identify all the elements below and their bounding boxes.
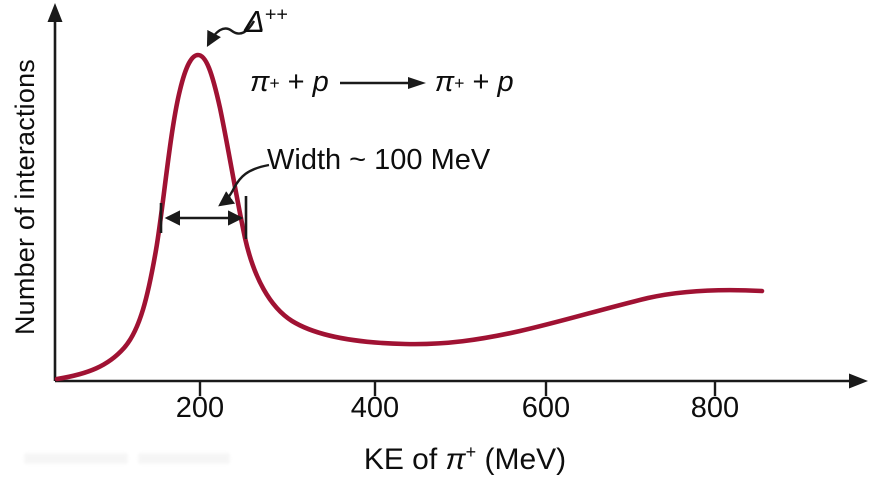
fwhm-double-arrow xyxy=(159,196,248,239)
pion-charge: + xyxy=(465,442,477,462)
pion-symbol: π xyxy=(250,66,270,98)
reaction-equation: π + + p π + + p xyxy=(250,66,514,98)
x-axis-label: KE of π+ (MeV) xyxy=(305,443,625,477)
x-tick-label-800: 800 xyxy=(690,392,740,424)
x-axis-ticks xyxy=(198,381,717,396)
y-axis-label: Number of interactions xyxy=(10,58,40,336)
x-axis-arrowhead-icon xyxy=(849,373,868,389)
x-label-suffix: (MeV) xyxy=(476,443,567,476)
x-tick-label-400: 400 xyxy=(350,392,400,424)
width-pointer-arrow xyxy=(218,163,270,207)
x-label-prefix: KE of xyxy=(363,443,446,476)
peak-particle-label: Δ++ xyxy=(244,4,288,40)
proton-symbol: p xyxy=(312,66,329,98)
faint-watermark xyxy=(24,451,236,466)
y-axis-arrowhead-icon xyxy=(47,3,63,22)
delta-symbol: Δ xyxy=(244,4,265,39)
pion-symbol: π xyxy=(434,66,455,98)
reaction-arrow-icon xyxy=(339,76,426,89)
x-tick-label-200: 200 xyxy=(175,392,225,424)
delta-pointer-arrow xyxy=(206,20,256,48)
delta-charge-superscript: ++ xyxy=(264,3,288,26)
plus-sign: + xyxy=(279,66,313,98)
pion-symbol: π xyxy=(445,443,466,476)
proton-symbol: p xyxy=(497,66,514,98)
width-annotation: Width ~ 100 MeV xyxy=(267,144,491,176)
plus-sign: + xyxy=(464,66,498,98)
resonance-curve xyxy=(54,52,765,382)
x-tick-label-600: 600 xyxy=(521,392,571,424)
